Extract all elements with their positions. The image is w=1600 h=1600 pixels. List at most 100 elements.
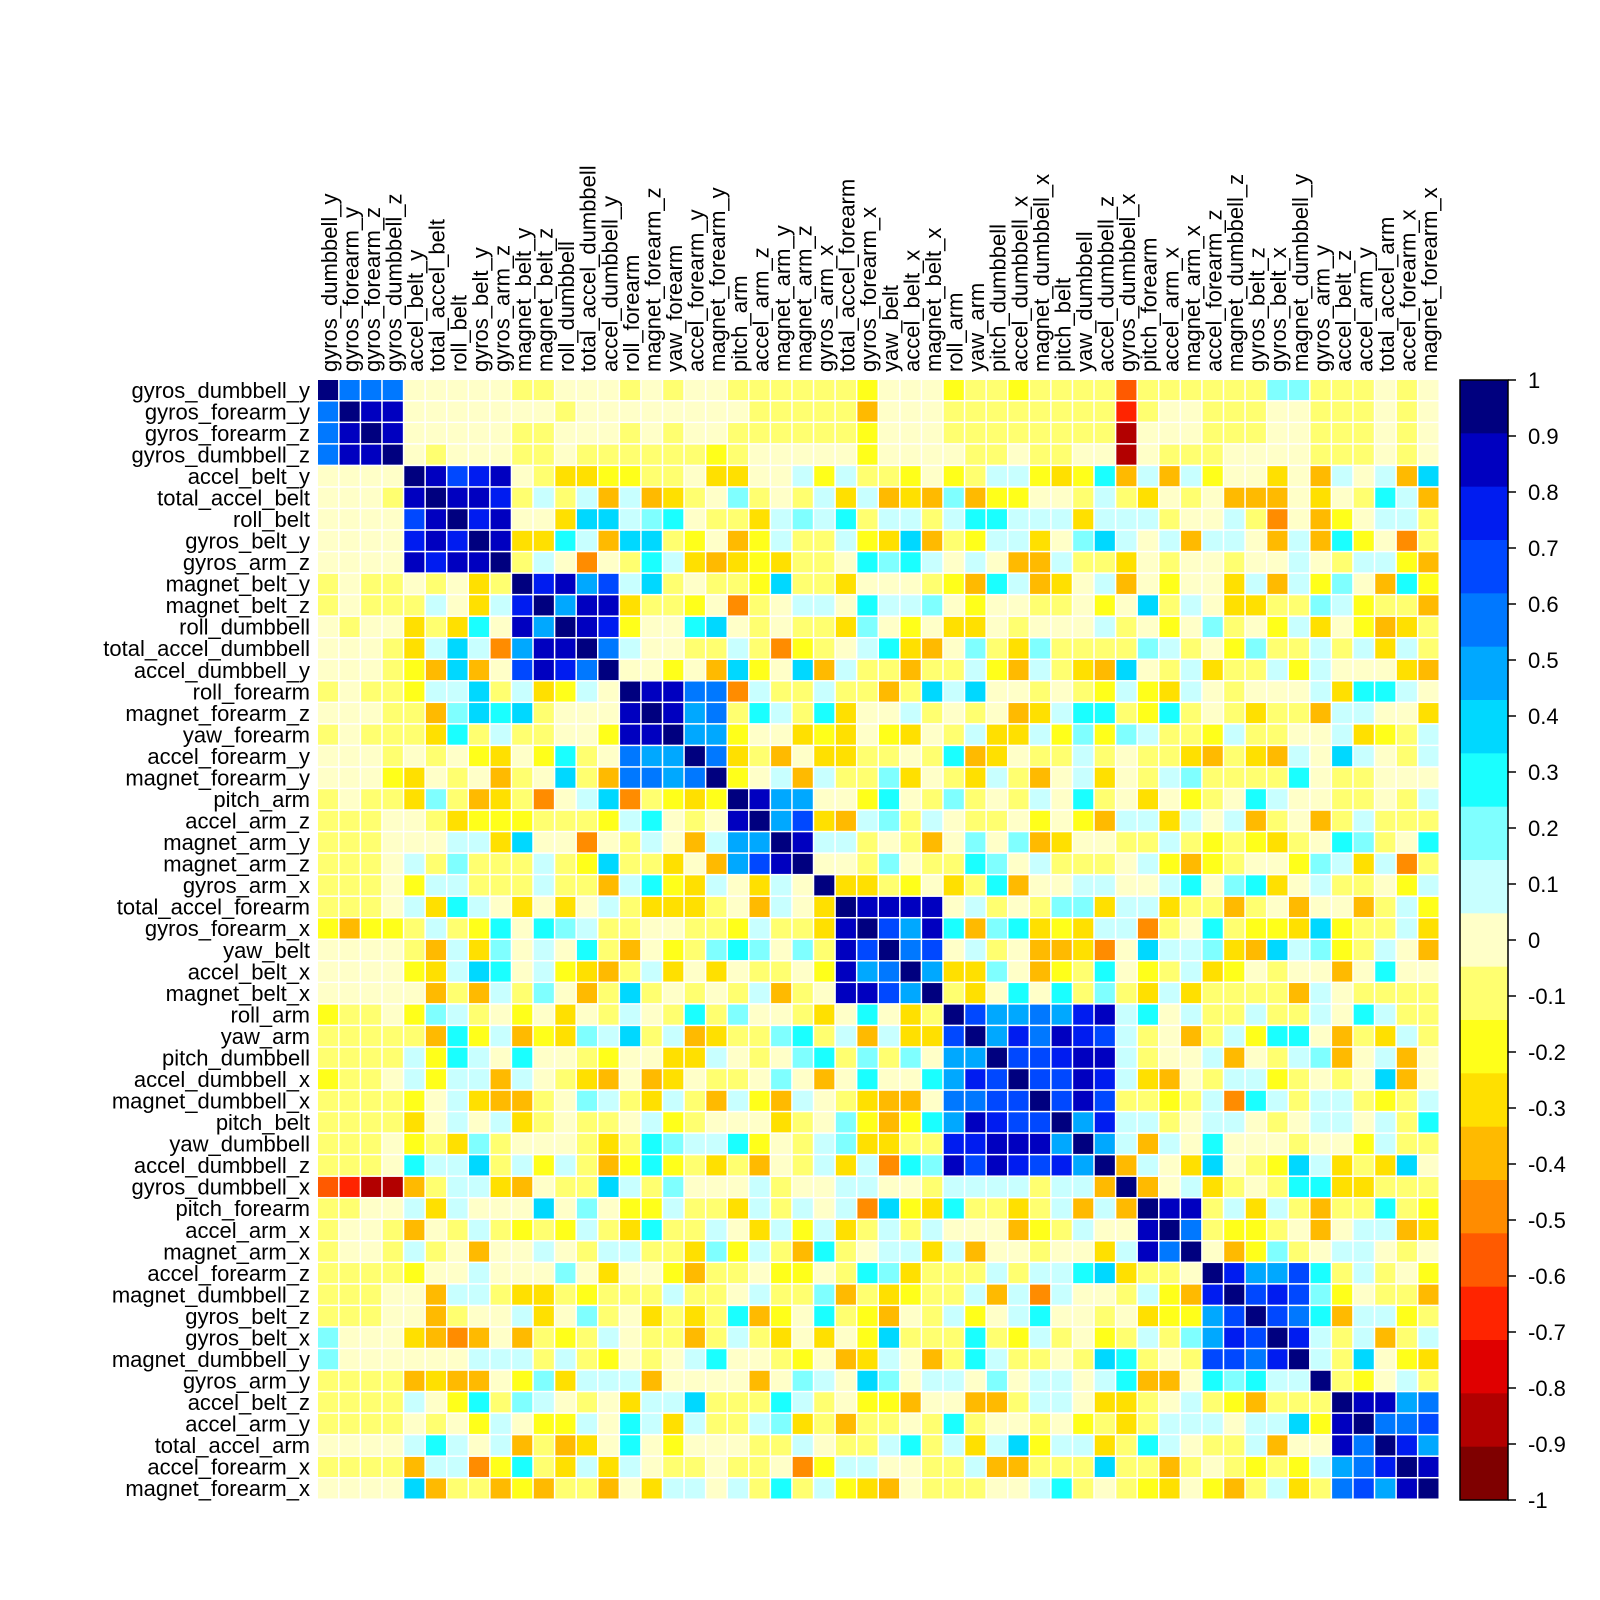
heatmap-cell: [792, 552, 813, 573]
legend-tick-label: 0.3: [1528, 760, 1559, 785]
heatmap-cell: [620, 1284, 641, 1305]
heatmap-cell: [447, 703, 468, 724]
heatmap-cell: [986, 573, 1007, 594]
heatmap-cell: [943, 401, 964, 422]
heatmap-cell: [1288, 1176, 1310, 1197]
column-label: gyros_dumbbell_x: [1115, 193, 1140, 372]
heatmap-cell: [857, 1306, 878, 1327]
heatmap-cell: [749, 1047, 770, 1068]
heatmap-cell: [986, 918, 1007, 939]
heatmap-cell: [555, 983, 576, 1004]
heatmap-cell: [879, 573, 900, 594]
heatmap-cell: [1310, 552, 1331, 573]
heatmap-cell: [1073, 401, 1094, 422]
heatmap-cell: [318, 380, 339, 401]
heatmap-cell: [490, 875, 511, 896]
column-label: accel_belt_z: [1331, 250, 1356, 372]
heatmap-cell: [1224, 1478, 1245, 1499]
heatmap-cell: [533, 1478, 554, 1499]
heatmap-cell: [598, 1435, 619, 1456]
heatmap-cell: [1245, 1026, 1266, 1047]
heatmap-cell: [1202, 832, 1223, 853]
heatmap-cell: [1332, 681, 1353, 702]
heatmap-cell: [1418, 1456, 1439, 1477]
heatmap-cell: [1030, 1047, 1051, 1068]
heatmap-cell: [1332, 1349, 1353, 1370]
heatmap-cell: [1245, 1263, 1266, 1284]
heatmap-cell: [641, 1413, 662, 1434]
heatmap-cell: [404, 1435, 425, 1456]
heatmap-cell: [469, 444, 490, 465]
heatmap-cell: [404, 1220, 425, 1241]
column-label: gyros_dumbbell_y: [317, 193, 342, 372]
heatmap-cell: [361, 1284, 382, 1305]
heatmap-cell: [425, 444, 446, 465]
heatmap-cell: [986, 1198, 1007, 1219]
heatmap-cell: [598, 1306, 619, 1327]
heatmap-cell: [1116, 1306, 1137, 1327]
heatmap-cell: [943, 573, 964, 594]
heatmap-cell: [965, 1456, 986, 1477]
heatmap-cell: [1137, 1392, 1158, 1413]
row-label: accel_forearm_z: [147, 1261, 310, 1286]
heatmap-cell: [814, 1478, 835, 1499]
heatmap-cell: [922, 595, 943, 616]
heatmap-cell: [512, 1155, 533, 1176]
heatmap-cell: [339, 896, 360, 917]
row-label: total_accel_belt: [157, 485, 310, 510]
heatmap-cell: [1051, 1220, 1072, 1241]
heatmap-cell: [943, 1133, 964, 1154]
heatmap-cell: [1418, 401, 1439, 422]
heatmap-cell: [1396, 681, 1417, 702]
heatmap-cell: [814, 1133, 835, 1154]
heatmap-cell: [1353, 961, 1374, 982]
heatmap-cell: [382, 810, 403, 831]
heatmap-cell: [620, 724, 641, 745]
heatmap-cell: [663, 444, 684, 465]
heatmap-cell: [814, 961, 835, 982]
heatmap-cell: [641, 724, 662, 745]
heatmap-cell: [1353, 660, 1374, 681]
heatmap-cell: [727, 767, 749, 788]
heatmap-cell: [576, 1435, 597, 1456]
heatmap-cell: [318, 466, 339, 487]
heatmap-cell: [900, 1004, 921, 1025]
heatmap-cell: [598, 1090, 619, 1111]
heatmap-cell: [1008, 401, 1029, 422]
heatmap-cell: [1375, 832, 1396, 853]
heatmap-cell: [512, 509, 533, 530]
heatmap-cell: [469, 1047, 490, 1068]
heatmap-cell: [361, 1435, 382, 1456]
heatmap-cell: [900, 810, 921, 831]
heatmap-cell: [1094, 1370, 1115, 1391]
heatmap-cell: [663, 1133, 684, 1154]
heatmap-cell: [965, 487, 986, 508]
heatmap-cell: [1310, 380, 1331, 401]
heatmap-cell: [1418, 573, 1439, 594]
heatmap-cell: [771, 1112, 792, 1133]
heatmap-cell: [1375, 1004, 1396, 1025]
heatmap-cell: [318, 1392, 339, 1413]
heatmap-cell: [922, 703, 943, 724]
heatmap-cell: [943, 1370, 964, 1391]
heatmap-cell: [1267, 1047, 1288, 1068]
heatmap-cell: [1418, 1306, 1439, 1327]
heatmap-cell: [382, 1284, 403, 1305]
heatmap-cell: [1332, 1004, 1353, 1025]
heatmap-cell: [1418, 724, 1439, 745]
heatmap-cell: [490, 1155, 511, 1176]
heatmap-cell: [1418, 552, 1439, 573]
heatmap-cell: [339, 1047, 360, 1068]
heatmap-cell: [533, 681, 554, 702]
heatmap-cell: [641, 616, 662, 637]
heatmap-cell: [1353, 1478, 1374, 1499]
heatmap-cell: [1353, 1220, 1374, 1241]
heatmap-cell: [835, 1198, 856, 1219]
heatmap-cell: [361, 1456, 382, 1477]
heatmap-cell: [1137, 1069, 1158, 1090]
heatmap-cell: [684, 638, 705, 659]
heatmap-cell: [965, 1306, 986, 1327]
heatmap-cell: [533, 638, 554, 659]
heatmap-cell: [1094, 401, 1115, 422]
heatmap-cell: [879, 1392, 900, 1413]
